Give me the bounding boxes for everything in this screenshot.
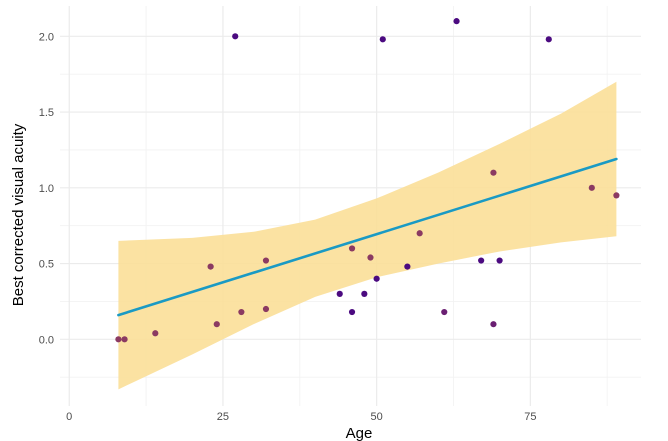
data-point: [238, 308, 245, 316]
y-tick-label: 0.0: [39, 334, 54, 346]
trend-line-layer: [117, 157, 618, 317]
x-tick-label: 50: [371, 411, 383, 423]
data-point: [545, 36, 552, 43]
trend-line: [117, 157, 618, 317]
x-tick-label: 75: [524, 411, 536, 423]
data-point: [613, 192, 620, 199]
data-point: [478, 257, 485, 264]
data-point: [207, 263, 214, 270]
y-tick-label: 0.5: [39, 259, 54, 271]
data-point: [379, 36, 386, 43]
data-point: [441, 308, 448, 316]
data-point: [490, 321, 497, 328]
y-axis-ticks: 0.0 0.5 1.0 1.5 2.0: [39, 31, 54, 346]
x-axis-title: Age: [346, 425, 373, 441]
data-point: [490, 169, 497, 176]
data-point: [588, 184, 595, 191]
data-point: [453, 18, 460, 25]
data-point: [361, 290, 368, 297]
x-tick-label: 0: [66, 411, 72, 423]
data-point: [348, 308, 356, 316]
data-point: [262, 305, 270, 313]
x-tick-label: 25: [217, 411, 229, 423]
y-tick-label: 1.5: [39, 107, 54, 119]
data-point: [367, 254, 374, 261]
data-point: [262, 257, 270, 264]
y-tick-label: 2.0: [39, 31, 54, 43]
data-point: [496, 257, 503, 264]
data-point: [404, 263, 411, 270]
data-point: [213, 321, 220, 328]
x-axis-ticks: 0 25 50 75: [66, 411, 536, 423]
data-point: [416, 230, 423, 237]
data-points-layer: [115, 18, 620, 343]
data-point: [152, 330, 159, 337]
data-point: [373, 275, 380, 282]
data-point: [348, 245, 356, 252]
data-point: [121, 336, 128, 343]
data-point: [336, 290, 343, 297]
data-point: [232, 33, 239, 40]
y-axis-title: Best corrected visual acuity: [10, 123, 27, 306]
data-point: [115, 336, 122, 343]
y-tick-label: 1.0: [39, 183, 54, 195]
confidence-band-layer: [118, 81, 617, 390]
confidence-band: [118, 81, 617, 390]
